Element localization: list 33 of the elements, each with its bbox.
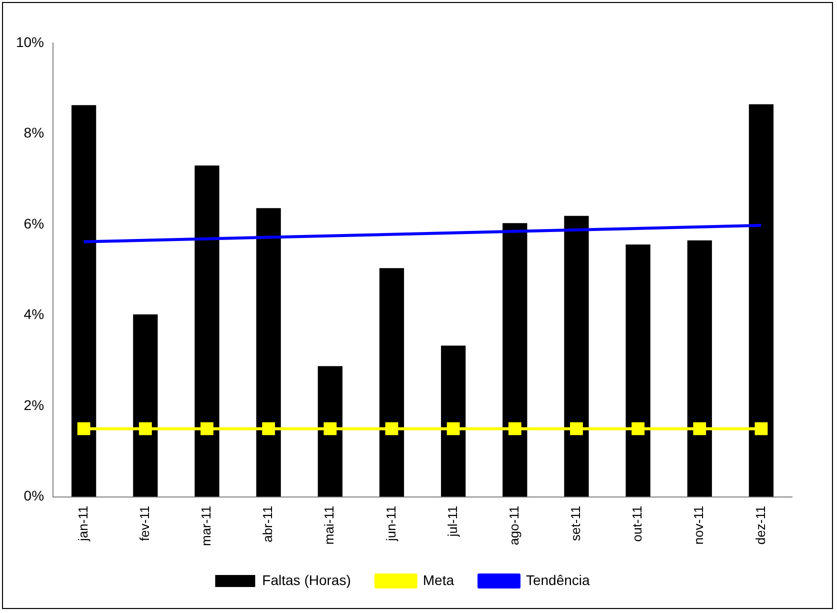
x-tick-label: jan-11	[75, 506, 90, 542]
y-tick-label: 6%	[24, 215, 44, 232]
x-tick-label: fev-11	[136, 506, 152, 541]
x-tick-label: mar-11	[198, 506, 214, 546]
x-tick-label: out-11	[630, 506, 645, 542]
bar	[133, 314, 158, 497]
y-tick-label: 10%	[16, 34, 44, 50]
legend-label: Tendência	[526, 572, 590, 588]
bar	[194, 166, 220, 497]
legend-label: Faltas (Horas)	[262, 572, 351, 588]
bar	[687, 240, 712, 497]
bar	[379, 268, 404, 497]
y-tick-label: 8%	[24, 124, 44, 141]
bar	[626, 244, 650, 497]
x-tick-label: nov-11	[691, 506, 706, 545]
y-tick-label: 4%	[24, 306, 44, 322]
x-tick-label: set-11	[568, 506, 584, 541]
legend-label: Meta	[422, 572, 454, 588]
bar	[748, 104, 774, 497]
x-tick-label: mai-11	[322, 506, 337, 545]
bar	[71, 105, 96, 497]
x-tick-label: jun-11	[383, 506, 398, 542]
y-tick-label: 0%	[24, 488, 44, 504]
x-tick-label: abr-11	[260, 506, 276, 542]
x-tick-label: dez-11	[752, 506, 768, 545]
bar	[564, 216, 589, 497]
bar	[502, 223, 528, 497]
bar	[318, 366, 342, 497]
y-tick-label: 2%	[24, 396, 44, 413]
x-tick-label: jul-11	[444, 506, 460, 538]
x-tick-label: ago-11	[506, 506, 522, 546]
bar	[256, 208, 281, 497]
bar	[440, 346, 466, 497]
